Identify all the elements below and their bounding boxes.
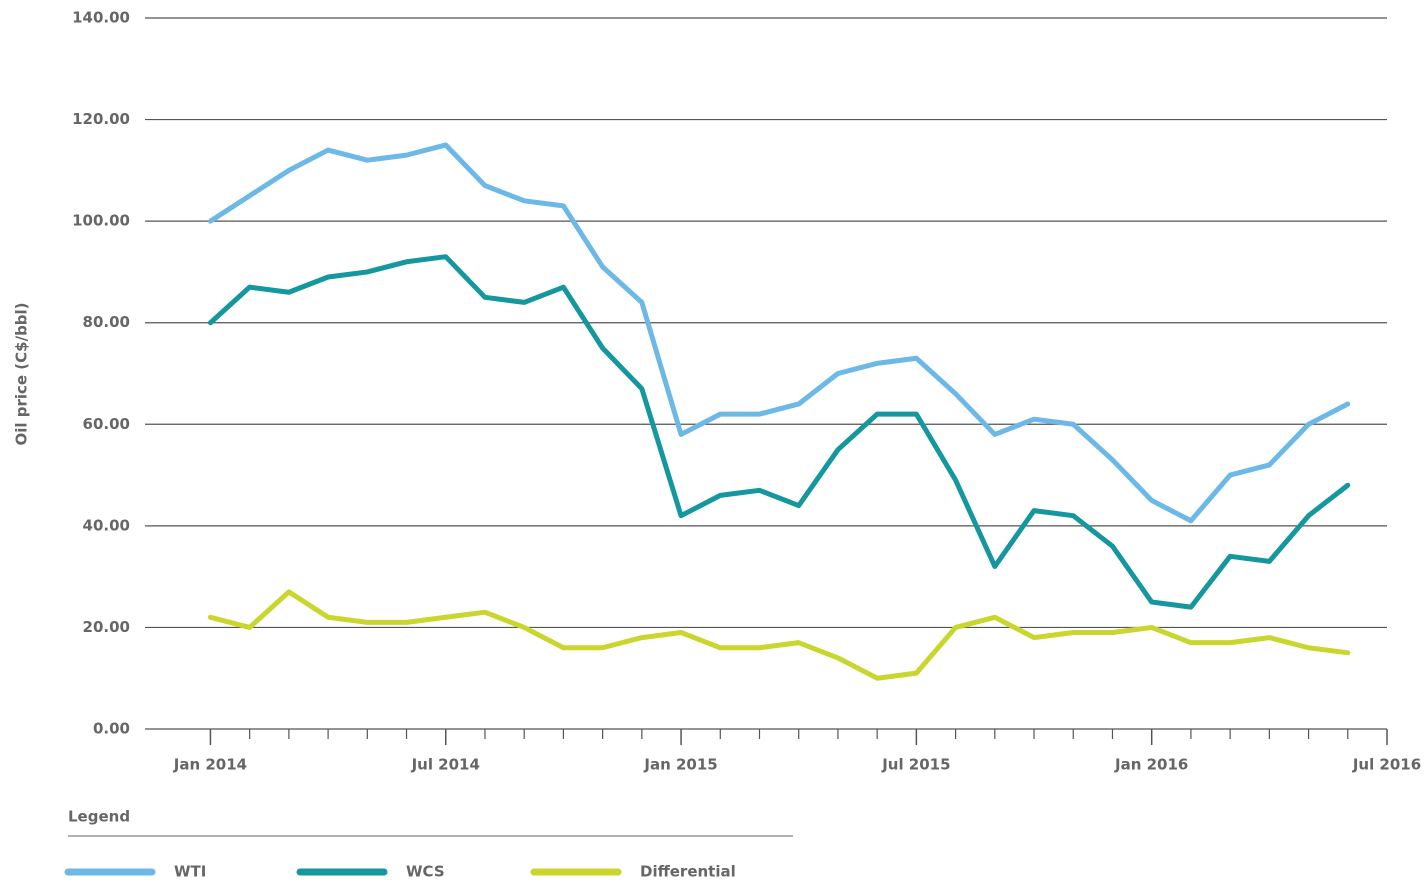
y-tick-label: 40.00 — [83, 516, 130, 534]
y-tick-label: 60.00 — [83, 415, 130, 433]
y-tick-label: 120.00 — [72, 110, 130, 128]
series-line — [207, 589, 1351, 681]
x-tick-label: Jul 2016 — [1352, 756, 1421, 774]
legend-label: WTI — [174, 863, 206, 881]
legend-title: Legend — [68, 808, 130, 826]
y-tick-label: 100.00 — [72, 212, 130, 230]
x-tick-label: Jan 2015 — [643, 756, 717, 774]
y-tick-label: 20.00 — [83, 618, 130, 636]
legend-label: WCS — [406, 863, 445, 881]
x-tick-label: Jul 2014 — [411, 756, 480, 774]
y-tick-label: 0.00 — [93, 720, 130, 738]
x-tick-label: Jan 2016 — [1114, 756, 1188, 774]
legend-label: Differential — [640, 863, 736, 881]
x-tick-label: Jul 2015 — [881, 756, 950, 774]
y-tick-label: 80.00 — [83, 313, 130, 331]
y-axis-label: Oil price (C$/bbl) — [13, 302, 31, 445]
series-line — [207, 142, 1351, 524]
y-tick-label: 140.00 — [72, 9, 130, 27]
x-tick-label: Jan 2014 — [173, 756, 247, 774]
series-line — [207, 254, 1351, 610]
